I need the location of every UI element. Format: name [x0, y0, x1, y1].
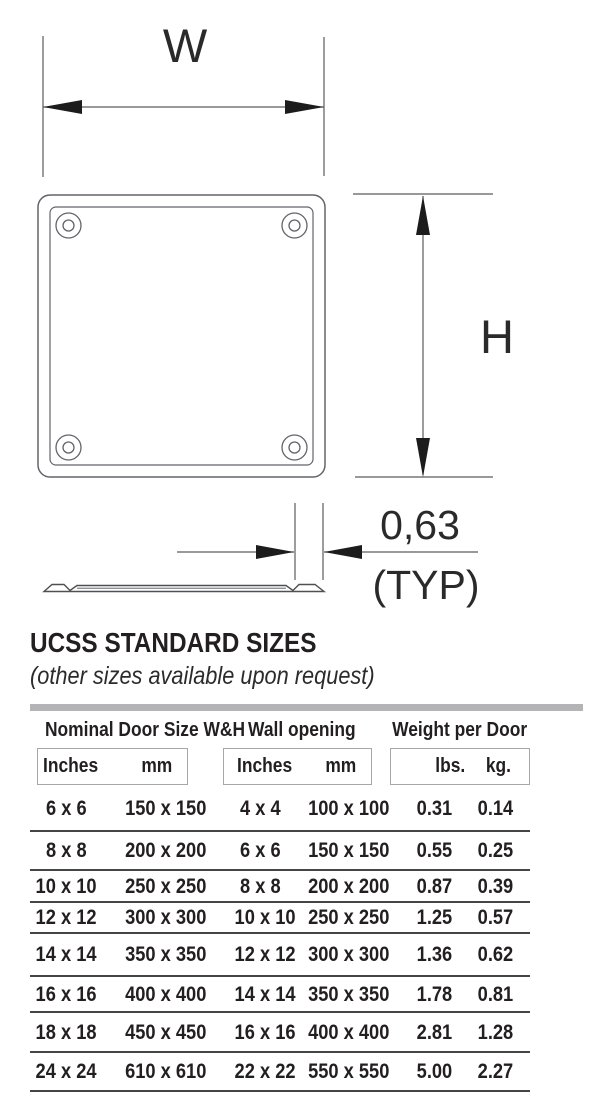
dimension-w	[42, 36, 325, 177]
table-cell: 300 x 300	[308, 943, 390, 966]
table-cell: 150 x 150	[308, 839, 390, 862]
table-row: 12 x 12 300 x 300 10 x 10 250 x 250 1.25 0.57	[30, 903, 530, 934]
dimension-h	[353, 193, 493, 478]
table-cell: 200 x 200	[125, 839, 207, 862]
table-row: 24 x 24 610 x 610 22 x 22 550 x 550 5.00 2.27	[30, 1053, 530, 1092]
section-title: UCSS STANDARD SIZES	[30, 627, 317, 658]
arrowhead-down-icon	[416, 438, 430, 477]
thickness-dimension-value: 0,63	[380, 502, 460, 548]
table-cell: 8 x 8	[239, 874, 281, 898]
table-cell: 5.00	[416, 1060, 452, 1083]
table-cell: 0.57	[477, 906, 513, 929]
subheader-box-weight: lbs. kg.	[390, 748, 530, 785]
width-dimension-label: W	[163, 19, 208, 72]
section-subtitle: (other sizes available upon request)	[30, 662, 375, 690]
height-dimension-label: H	[480, 310, 514, 363]
table-cell: 150 x 150	[125, 797, 207, 820]
table-cell: 550 x 550	[308, 1060, 390, 1083]
table-cell: 12 x 12	[35, 906, 97, 929]
table-cell: 250 x 250	[125, 874, 207, 898]
subheader-label: mm	[325, 755, 357, 777]
table-cell: 0.55	[416, 839, 452, 862]
table-cell: 0.25	[477, 839, 513, 862]
table-cell: 16 x 16	[35, 982, 97, 1006]
subheader-box-wall-opening: Inches mm	[223, 748, 372, 785]
table-cell: 400 x 400	[125, 982, 207, 1006]
table-row: 14 x 14 350 x 350 12 x 12 300 x 300 1.36 0.62	[30, 934, 530, 977]
table-cell: 2.81	[416, 1020, 452, 1044]
table-cell: 18 x 18	[35, 1020, 97, 1044]
panel-front-view	[37, 194, 326, 478]
table-cell: 16 x 16	[234, 1020, 296, 1044]
table-cell: 6 x 6	[239, 839, 281, 862]
table-cell: 0.14	[477, 797, 513, 820]
table-cell: 0.39	[477, 874, 513, 898]
table-cell: 1.25	[416, 906, 452, 929]
subheader-label: Inches	[43, 755, 99, 777]
subheader-label: lbs.	[435, 755, 466, 777]
table-cell: 0.31	[416, 797, 452, 820]
table-cell: 6 x 6	[45, 797, 87, 820]
table-cell: 24 x 24	[35, 1060, 97, 1083]
arrowhead-right-icon	[256, 545, 294, 559]
table-cell: 0.87	[416, 874, 452, 898]
table-cell: 1.36	[416, 943, 452, 966]
table-cell: 2.27	[477, 1060, 513, 1083]
group-header-wall-opening: Wall opening	[248, 719, 356, 741]
table-cell: 12 x 12	[234, 943, 296, 966]
group-header-nominal: Nominal Door Size W&H	[44, 719, 246, 741]
table-row: 6 x 6 150 x 150 4 x 4 100 x 100 0.31 0.14	[30, 787, 530, 832]
table-cell: 14 x 14	[35, 943, 97, 966]
technical-drawing: W H	[37, 19, 514, 608]
subheader-label: mm	[141, 755, 173, 777]
table-cell: 14 x 14	[234, 982, 296, 1006]
thickness-dimension-note: (TYP)	[372, 562, 479, 608]
panel-outline	[37, 194, 326, 478]
divider-bar	[30, 704, 583, 711]
arrowhead-left-icon	[324, 545, 362, 559]
panel-inner-face	[49, 206, 314, 466]
screw-hole-top-right	[281, 212, 308, 239]
table-cell: 350 x 350	[125, 943, 207, 966]
table-cell: 250 x 250	[308, 906, 390, 929]
size-table-rows: 6 x 6 150 x 150 4 x 4 100 x 100 0.31 0.14 8 x …	[30, 787, 530, 1092]
table-cell: 450 x 450	[125, 1020, 207, 1044]
table-row: 10 x 10 250 x 250 8 x 8 200 x 200 0.87 0.39	[30, 871, 530, 903]
table-row: 8 x 8 200 x 200 6 x 6 150 x 150 0.55 0.25	[30, 832, 530, 871]
table-row: 16 x 16 400 x 400 14 x 14 350 x 350 1.78 0.81	[30, 977, 530, 1013]
group-header-weight: Weight per Door	[392, 719, 528, 741]
arrowhead-up-icon	[416, 196, 430, 235]
arrowhead-right-icon	[285, 100, 324, 114]
subheader-box-nominal: Inches mm	[37, 748, 188, 785]
panel-edge-view	[42, 583, 327, 593]
table-cell: 10 x 10	[234, 906, 296, 929]
subheader-label: Inches	[237, 755, 293, 777]
table-cell: 610 x 610	[125, 1060, 207, 1083]
table-cell: 200 x 200	[308, 874, 390, 898]
table-cell: 0.62	[477, 943, 513, 966]
table-cell: 400 x 400	[308, 1020, 390, 1044]
table-cell: 10 x 10	[35, 874, 97, 898]
table-cell: 1.78	[416, 982, 452, 1006]
screw-hole-top-left	[55, 212, 82, 239]
table-cell: 8 x 8	[45, 839, 87, 862]
table-cell: 300 x 300	[125, 906, 207, 929]
table-cell: 1.28	[477, 1020, 513, 1044]
table-cell: 350 x 350	[308, 982, 390, 1006]
table-row: 18 x 18 450 x 450 16 x 16 400 x 400 2.81 1.28	[30, 1013, 530, 1053]
table-cell: 0.81	[477, 982, 513, 1006]
screw-hole-bottom-right	[281, 434, 308, 461]
table-cell: 4 x 4	[239, 797, 281, 820]
table-cell: 22 x 22	[234, 1060, 296, 1083]
screw-hole-bottom-left	[55, 434, 82, 461]
subheader-label: kg.	[485, 755, 512, 777]
size-table: Nominal Door Size W&H Wall opening Weigh…	[30, 716, 530, 1096]
table-cell: 100 x 100	[308, 797, 390, 820]
arrowhead-left-icon	[43, 100, 82, 114]
